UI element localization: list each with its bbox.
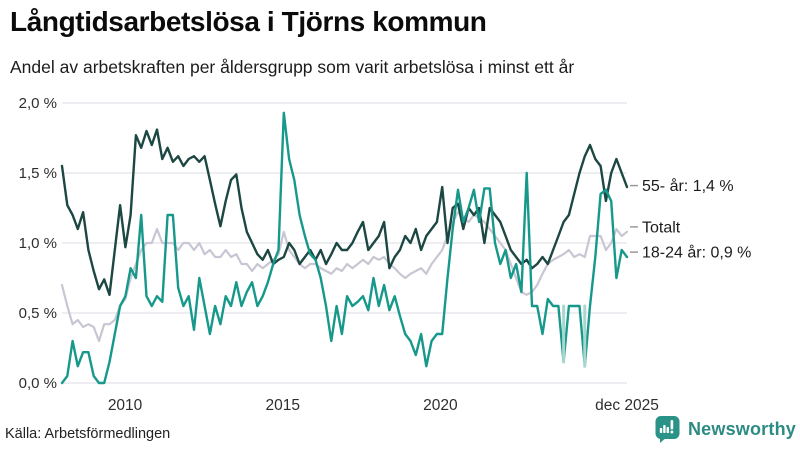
source-note: Källa: Arbetsförmedlingen <box>5 426 171 442</box>
x-axis-tick-label: 2020 <box>423 397 458 414</box>
line-chart: 2,0 % 1,5 % 1,0 % 0,5 % 0,0 % 2010 2015 2020 dec… <box>19 95 752 414</box>
series-end-label-Totalt: Totalt <box>642 219 681 236</box>
x-axis-tick-label: 2010 <box>108 397 143 414</box>
series-end-label-18-24 år: 18-24 år: 0,9 % <box>642 244 751 262</box>
series-end-label-55- år: 55- år: 1,4 % <box>642 177 734 195</box>
x-axis-tick-label: 2015 <box>265 397 299 414</box>
series-line-Totalt <box>60 211 629 343</box>
y-axis-tick-label: 1,0 % <box>19 235 57 252</box>
series-line-55- år <box>60 128 629 297</box>
newsworthy-logo-icon <box>655 416 680 443</box>
y-axis-tick-label: 1,5 % <box>19 165 57 182</box>
newsworthy-link[interactable]: Newsworthy <box>655 415 796 444</box>
y-axis-tick-label: 0,5 % <box>19 305 57 322</box>
x-axis-tick-label: dec 2025 <box>595 397 659 414</box>
newsworthy-wordmark: Newsworthy <box>687 419 796 439</box>
page-title: Långtidsarbetslösa i Tjörns kommun <box>10 6 487 37</box>
series-line-18-24 år <box>60 111 629 385</box>
y-axis-tick-label: 2,0 % <box>19 95 57 112</box>
chart-subtitle: Andel av arbetskraften per åldersgrupp s… <box>10 57 575 77</box>
y-axis-tick-label: 0,0 % <box>19 375 57 392</box>
